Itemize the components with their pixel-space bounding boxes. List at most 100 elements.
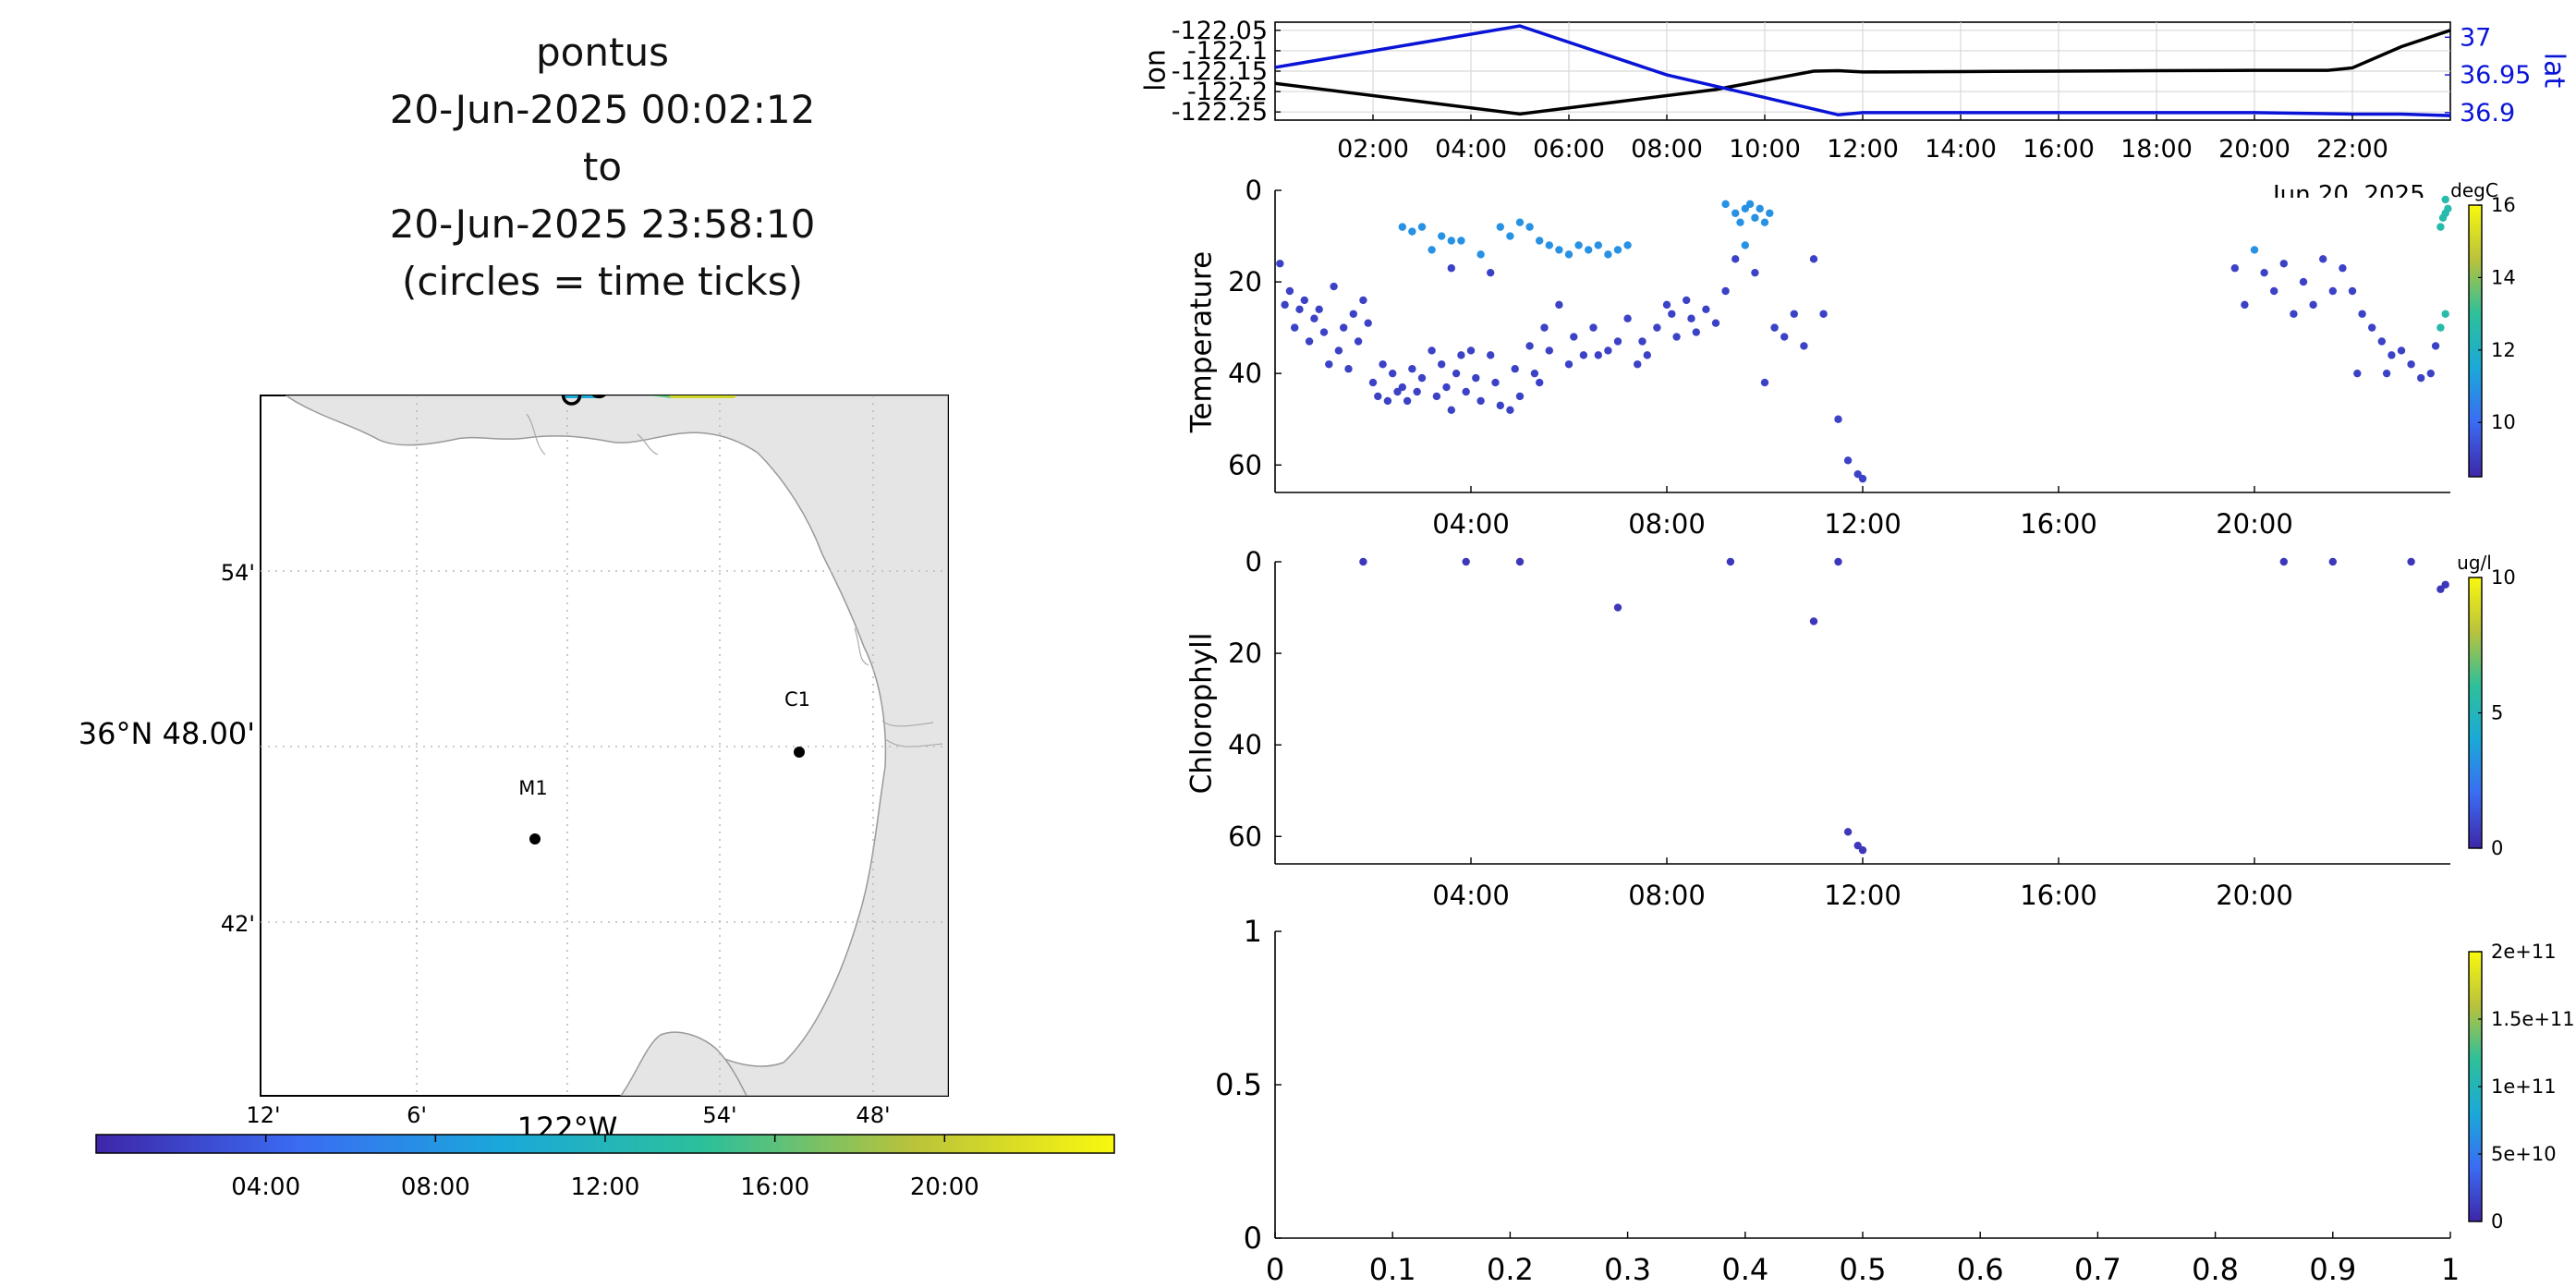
x-tick-label: 16:00 [2020, 880, 2097, 911]
position-ticks: 02:00 04:00 06:00 08:00 10:00 12:00 14:00 16:00… [1172, 17, 2532, 164]
x-tick-label: 1 [2441, 1252, 2460, 1287]
land-mass [285, 395, 948, 1096]
data-point [1305, 337, 1314, 346]
colorbar-tick-label: 1e+11 [2491, 1075, 2557, 1098]
colorbar-tick-label: 16:00 [740, 1173, 809, 1201]
figure-title: pontus 20-Jun-2025 00:02:12 to 20-Jun-20… [233, 24, 972, 310]
empty-panel: 0 0.1 0.2 0.3 0.4 0.5 0.6 0.7 0.8 0.9 1 0 0.5 1 0 5e+10… [1215, 914, 2575, 1287]
data-point [2417, 373, 2425, 383]
data-point [1589, 323, 1598, 332]
vehicle-track [344, 229, 736, 406]
data-point [2436, 223, 2445, 231]
data-point [1354, 337, 1363, 346]
map-x-tick-label: 48' [856, 1102, 890, 1128]
station-marker [529, 833, 541, 844]
x-tick-label: 04:00 [1432, 880, 1510, 911]
data-point [1853, 841, 1862, 850]
track-segment [560, 395, 568, 398]
x-tick-label: 12:00 [1827, 135, 1899, 164]
coast-detail [526, 413, 943, 747]
data-point [1756, 204, 1764, 213]
data-point [1374, 392, 1382, 401]
data-point [1447, 237, 1456, 245]
data-point [1330, 282, 1338, 291]
colorbar-unit: degC [2450, 179, 2498, 201]
x-tick-label: 20:00 [2216, 880, 2293, 911]
data-point [1843, 456, 1853, 465]
data-point [1809, 255, 1818, 263]
y-tick-label: 0 [1244, 1221, 1262, 1256]
x-tick-label: 18:00 [2120, 135, 2193, 164]
data-point [1457, 237, 1465, 245]
land-mass-south [620, 1031, 747, 1096]
data-point [1834, 557, 1842, 566]
data-point [1564, 360, 1574, 369]
title-line: 20-Jun-2025 23:58:10 [389, 201, 816, 247]
x-tick-label: 0.3 [1604, 1252, 1651, 1287]
data-point [1741, 204, 1750, 213]
x-tick-label: 22:00 [2316, 135, 2388, 164]
data-point [1530, 369, 1539, 378]
data-point [1506, 406, 1514, 415]
data-point [1408, 227, 1416, 236]
data-point [1809, 617, 1818, 626]
x-tick-label: 06:00 [1533, 135, 1605, 164]
title-line: 20-Jun-2025 00:02:12 [389, 87, 816, 132]
data-point [1393, 387, 1402, 396]
data-point [1487, 351, 1495, 359]
data-point [1687, 314, 1695, 322]
lat-series-line [1274, 24, 2451, 117]
y-tick-label: 20 [1228, 638, 1262, 669]
colorbar [2468, 204, 2483, 478]
y-right-tick-label: 37 [2460, 23, 2491, 52]
data-point [1668, 310, 1676, 318]
x-tick-label: 20:00 [2218, 135, 2290, 164]
data-point [1843, 828, 1853, 836]
data-point [1398, 223, 1407, 231]
time-tick-marker [344, 229, 360, 246]
data-point [1447, 264, 1456, 273]
data-point [2397, 346, 2406, 355]
data-point [1319, 328, 1329, 336]
data-point [1702, 305, 1710, 314]
y-right-tick-label: 36.95 [2460, 61, 2531, 90]
data-point [1344, 365, 1353, 373]
x-tick-label: 04:00 [1435, 135, 1507, 164]
x-tick-label: 08:00 [1631, 135, 1703, 164]
data-point [2279, 557, 2288, 566]
x-tick-label: 16:00 [2020, 508, 2097, 540]
data-point [2368, 323, 2376, 332]
data-point [1638, 337, 1646, 346]
data-point [1506, 232, 1514, 240]
x-tick-label: 0.9 [2309, 1252, 2356, 1287]
data-point [2270, 286, 2278, 296]
y-tick-label: 0.5 [1215, 1067, 1262, 1102]
data-point [2260, 268, 2268, 277]
data-point [2436, 323, 2445, 332]
colorbar-tick-label: 5e+10 [2491, 1143, 2557, 1165]
chlorophyll-ylabel: Chlorophyll [1185, 633, 1219, 795]
chlorophyll-panel: 0 20 40 60 04:00 08:00 12:00 16:00 20:00 ug/l 0 5 10… [1185, 546, 2516, 911]
data-point [1476, 396, 1485, 406]
data-point [1359, 557, 1367, 566]
title-line: pontus [536, 30, 669, 75]
data-point [1726, 557, 1735, 566]
track-segment [648, 395, 675, 398]
chlorophyll-axes: 0 20 40 60 04:00 08:00 12:00 16:00 20:00 ug/l 0 5 10 [1228, 546, 2516, 911]
map-x-tick-label: 12' [246, 1102, 280, 1128]
x-tick-label: 02:00 [1337, 135, 1409, 164]
data-point [1858, 474, 1867, 483]
colorbar-tick-label: 08:00 [401, 1173, 470, 1201]
x-tick-label: 08:00 [1628, 880, 1706, 911]
x-tick-label: 0 [1266, 1252, 1284, 1287]
data-point [1692, 328, 1701, 336]
data-point [1853, 469, 1862, 479]
data-point [1472, 373, 1480, 383]
map-x-tick-label: 6' [407, 1102, 427, 1128]
y-left-tick-label: -122.05 [1172, 17, 1268, 45]
y-left-tick-label: -122.2 [1187, 78, 1268, 106]
data-point [1417, 373, 1427, 383]
data-point [1751, 268, 1759, 277]
data-point [2441, 310, 2449, 318]
